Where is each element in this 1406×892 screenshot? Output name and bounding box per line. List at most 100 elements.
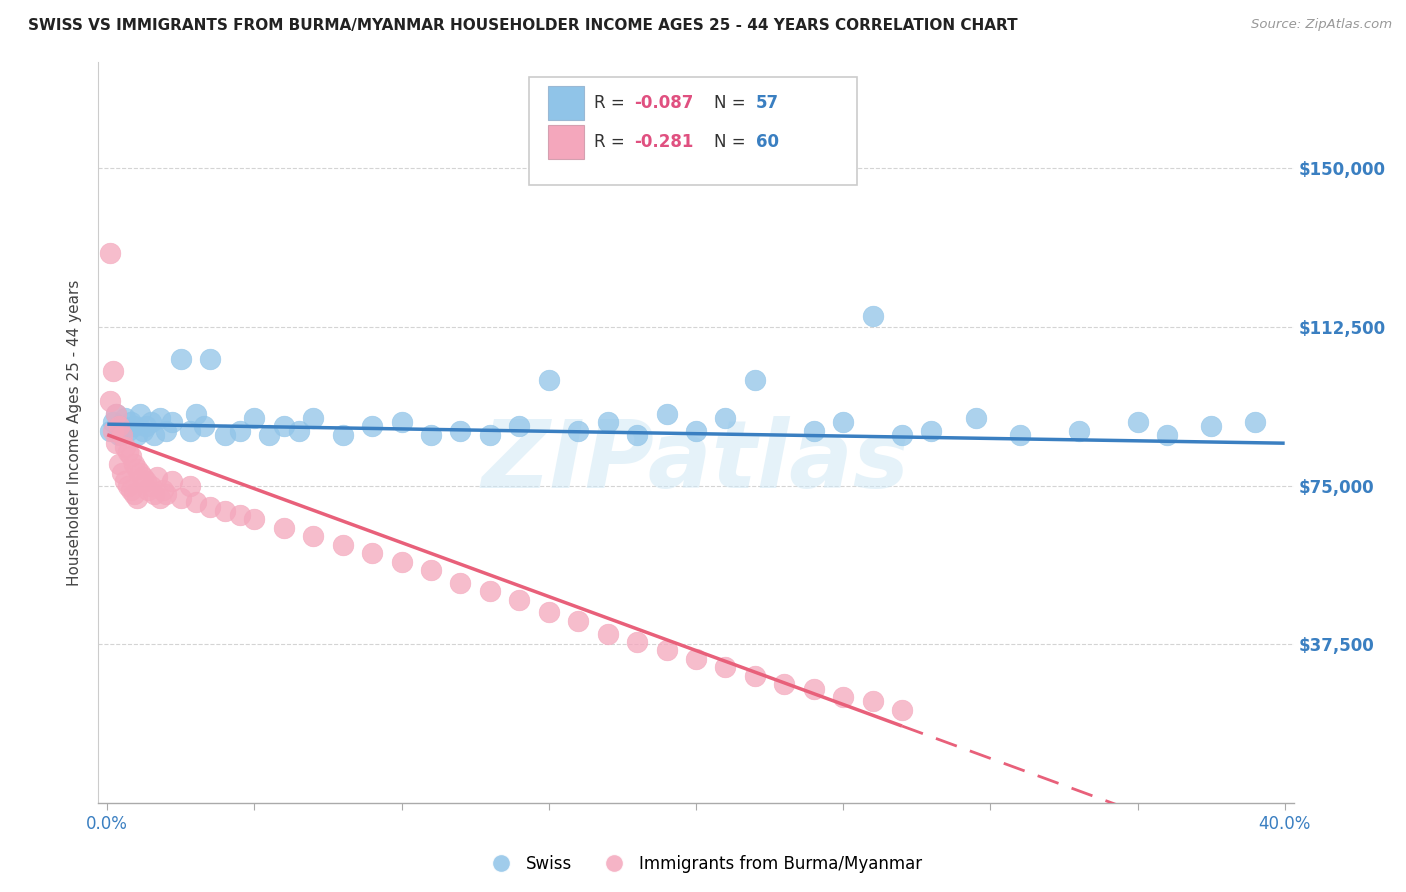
Point <box>1244 415 1267 429</box>
Point <box>155 487 177 501</box>
Point <box>125 427 148 442</box>
Point <box>626 427 648 442</box>
Point <box>685 424 707 438</box>
Point <box>114 410 136 425</box>
Point <box>98 424 121 438</box>
Point <box>143 487 166 501</box>
Point <box>391 415 413 429</box>
Point <box>257 427 280 442</box>
Point <box>655 407 678 421</box>
Point <box>193 419 215 434</box>
Point <box>773 677 796 691</box>
Point <box>114 475 136 489</box>
Point <box>420 427 443 442</box>
Point <box>146 470 169 484</box>
Point <box>273 419 295 434</box>
Point <box>450 424 472 438</box>
Point <box>179 478 201 492</box>
Point <box>1156 427 1178 442</box>
Point <box>508 592 530 607</box>
Text: R =: R = <box>595 95 630 112</box>
Point <box>117 424 139 438</box>
Point <box>891 703 914 717</box>
Point <box>478 427 501 442</box>
Point <box>361 546 384 560</box>
Point <box>114 441 136 455</box>
Point <box>243 512 266 526</box>
Point <box>214 504 236 518</box>
Point <box>567 614 589 628</box>
Point <box>655 643 678 657</box>
Point <box>302 410 325 425</box>
Point <box>101 424 124 438</box>
Point <box>803 681 825 696</box>
Point <box>287 424 309 438</box>
Point <box>108 458 131 472</box>
Text: 57: 57 <box>756 95 779 112</box>
Text: N =: N = <box>714 95 751 112</box>
Point <box>391 555 413 569</box>
Point <box>596 626 619 640</box>
Text: -0.281: -0.281 <box>634 133 693 151</box>
Point <box>714 410 737 425</box>
Point <box>101 415 124 429</box>
Point <box>105 407 128 421</box>
Point <box>920 424 942 438</box>
Point <box>214 427 236 442</box>
Point <box>143 427 166 442</box>
Point <box>131 424 153 438</box>
FancyBboxPatch shape <box>548 87 583 120</box>
Point <box>122 419 145 434</box>
Text: R =: R = <box>595 133 630 151</box>
Point <box>862 694 884 708</box>
Point <box>122 458 145 472</box>
Point <box>134 419 156 434</box>
Point <box>170 351 193 366</box>
Point <box>228 508 250 522</box>
Point <box>111 427 134 442</box>
Point <box>138 483 160 497</box>
Point <box>200 500 222 514</box>
Point <box>744 373 766 387</box>
Y-axis label: Householder Income Ages 25 - 44 years: Householder Income Ages 25 - 44 years <box>67 279 83 586</box>
Point <box>685 652 707 666</box>
Point <box>1199 419 1222 434</box>
Point <box>128 466 150 480</box>
Point <box>537 373 560 387</box>
Text: -0.087: -0.087 <box>634 95 693 112</box>
Point <box>117 478 139 492</box>
Point <box>1008 427 1031 442</box>
Point <box>120 449 142 463</box>
Point <box>134 475 156 489</box>
Point <box>179 424 201 438</box>
Point <box>361 419 384 434</box>
Point <box>626 635 648 649</box>
Point <box>450 575 472 590</box>
Point <box>131 470 153 484</box>
Point <box>332 538 354 552</box>
Point <box>149 410 172 425</box>
Point <box>596 415 619 429</box>
Point <box>1126 415 1149 429</box>
FancyBboxPatch shape <box>548 125 583 159</box>
Point <box>508 419 530 434</box>
Point <box>200 351 222 366</box>
Point <box>537 606 560 620</box>
Point <box>714 660 737 674</box>
Point <box>184 407 207 421</box>
Point <box>111 419 134 434</box>
Point <box>160 415 183 429</box>
Point <box>744 669 766 683</box>
Point <box>152 483 174 497</box>
Point <box>125 461 148 475</box>
Point <box>891 427 914 442</box>
Point <box>108 427 131 442</box>
Text: SWISS VS IMMIGRANTS FROM BURMA/MYANMAR HOUSEHOLDER INCOME AGES 25 - 44 YEARS COR: SWISS VS IMMIGRANTS FROM BURMA/MYANMAR H… <box>28 18 1018 33</box>
Point <box>567 424 589 438</box>
Point <box>108 419 131 434</box>
Point <box>117 444 139 458</box>
Point <box>273 521 295 535</box>
Point <box>243 410 266 425</box>
Point <box>862 310 884 324</box>
Point <box>832 690 855 704</box>
